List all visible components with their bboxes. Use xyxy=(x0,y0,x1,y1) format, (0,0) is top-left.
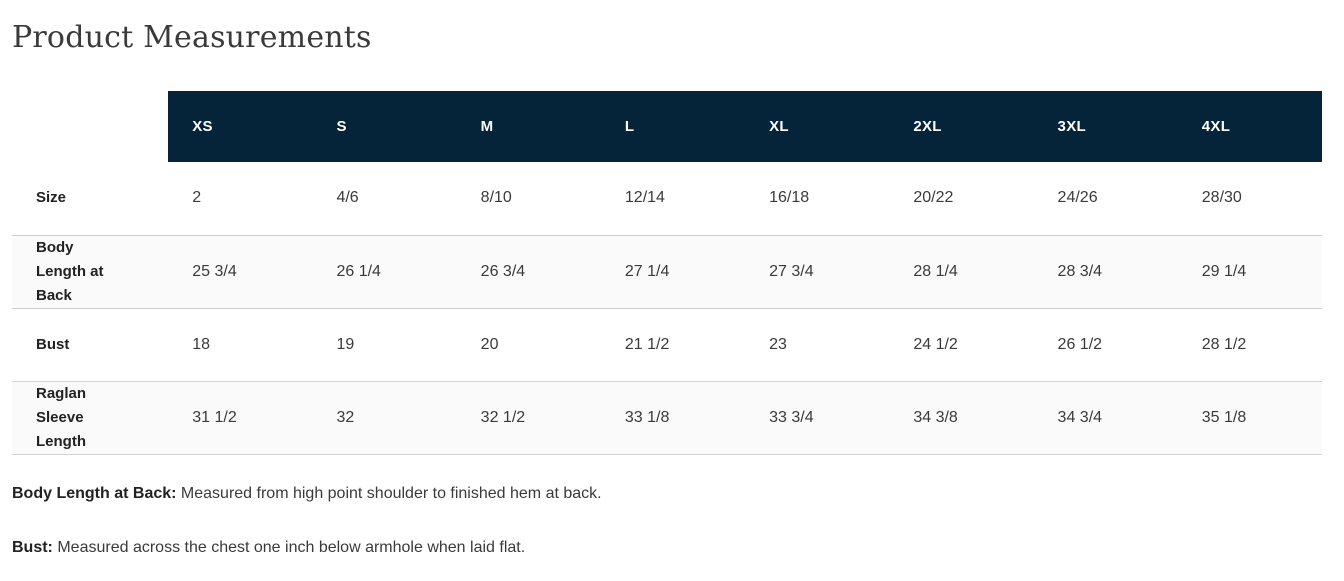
table-cell: 25 3/4 xyxy=(168,234,313,309)
row-label: Raglan Sleeve Length xyxy=(12,380,169,455)
column-header-4xl: 4XL xyxy=(1177,91,1322,162)
note-term: Body Length at Back: xyxy=(12,484,177,502)
product-measurements-section: Product Measurements XS S M L XL 2XL 3XL 4XL Si… xyxy=(12,20,1322,559)
page-title: Product Measurements xyxy=(12,20,372,55)
table-cell: 18 xyxy=(192,335,211,353)
table-cell: 31 1/2 xyxy=(168,380,313,455)
table-cell: 27 1/4 xyxy=(600,234,746,309)
note-term: Bust: xyxy=(12,538,53,556)
table-cell: 33 1/8 xyxy=(600,380,746,455)
table-cell: 2 xyxy=(192,189,202,207)
table-row: Size 2 4/6 8/10 12/14 16/18 20/22 24/26 28/30 xyxy=(12,162,1322,235)
measurement-notes: Body Length at Back: Measured from high … xyxy=(12,483,1322,559)
table-cell: 28 1/2 xyxy=(1201,335,1247,353)
table-cell: 21 1/2 xyxy=(624,335,670,353)
table-cell: 20 xyxy=(480,335,499,353)
header-corner-cell xyxy=(12,91,169,162)
table-cell: 20/22 xyxy=(913,189,954,207)
table-cell: 34 3/4 xyxy=(1033,380,1178,455)
table-cell: 8/10 xyxy=(480,189,512,207)
table-cell: 24 1/2 xyxy=(913,335,958,353)
column-header-xl: XL xyxy=(745,91,890,162)
table-cell: 16/18 xyxy=(769,189,810,207)
note-text: Measured across the chest one inch below… xyxy=(57,538,526,556)
table-cell: 28 1/4 xyxy=(889,234,1034,309)
row-label: Size xyxy=(36,189,67,207)
column-header-2xl: 2XL xyxy=(889,91,1034,162)
table-row: Body Length at Back 25 3/4 26 1/4 26 3/4 27 … xyxy=(12,234,1322,309)
table-cell: 27 3/4 xyxy=(745,234,890,309)
row-label: Body Length at Back xyxy=(12,234,169,309)
table-cell: 35 1/8 xyxy=(1177,380,1322,455)
table-cell: 33 3/4 xyxy=(745,380,890,455)
column-header-3xl: 3XL xyxy=(1033,91,1178,162)
table-cell: 26 1/2 xyxy=(1057,335,1103,353)
table-cell: 24/26 xyxy=(1057,189,1098,207)
table-cell: 28 3/4 xyxy=(1033,234,1178,309)
table-cell: 28/30 xyxy=(1201,189,1242,207)
measurement-note: Bust: Measured across the chest one inch… xyxy=(12,537,1322,559)
column-header-s: S xyxy=(312,91,457,162)
table-cell: 12/14 xyxy=(624,189,665,207)
note-text: Measured from high point shoulder to fin… xyxy=(180,484,602,502)
column-header-m: M xyxy=(456,91,601,162)
table-cell: 19 xyxy=(336,335,355,353)
table-cell: 26 3/4 xyxy=(456,234,601,309)
table-cell: 4/6 xyxy=(336,189,359,207)
table-cell: 23 xyxy=(769,335,787,353)
table-row: Raglan Sleeve Length 31 1/2 32 32 1/2 33 1/8… xyxy=(12,380,1322,455)
header-row: XS S M L XL 2XL 3XL 4XL xyxy=(12,91,1322,162)
column-header-l: L xyxy=(600,91,746,162)
measurement-note: Body Length at Back: Measured from high … xyxy=(12,483,1322,505)
table-row: Bust 18 19 20 21 1/2 23 24 1/2 26 1/2 28 1/2 xyxy=(12,308,1322,381)
table-cell: 29 1/4 xyxy=(1177,234,1322,309)
table-cell: 26 1/4 xyxy=(312,234,457,309)
size-chart-header: XS S M L XL 2XL 3XL 4XL xyxy=(12,91,1322,162)
table-cell: 34 3/8 xyxy=(889,380,1034,455)
column-header-xs: XS xyxy=(168,91,313,162)
table-cell: 32 1/2 xyxy=(456,380,601,455)
size-chart-body: Size 2 4/6 8/10 12/14 16/18 20/22 24/26 28/30 Bod… xyxy=(12,162,1322,455)
table-cell: 32 xyxy=(312,380,457,455)
row-label: Bust xyxy=(36,335,70,353)
size-chart-table: XS S M L XL 2XL 3XL 4XL Size 2 4/6 8/10 12/14 16/18 2… xyxy=(12,91,1322,455)
